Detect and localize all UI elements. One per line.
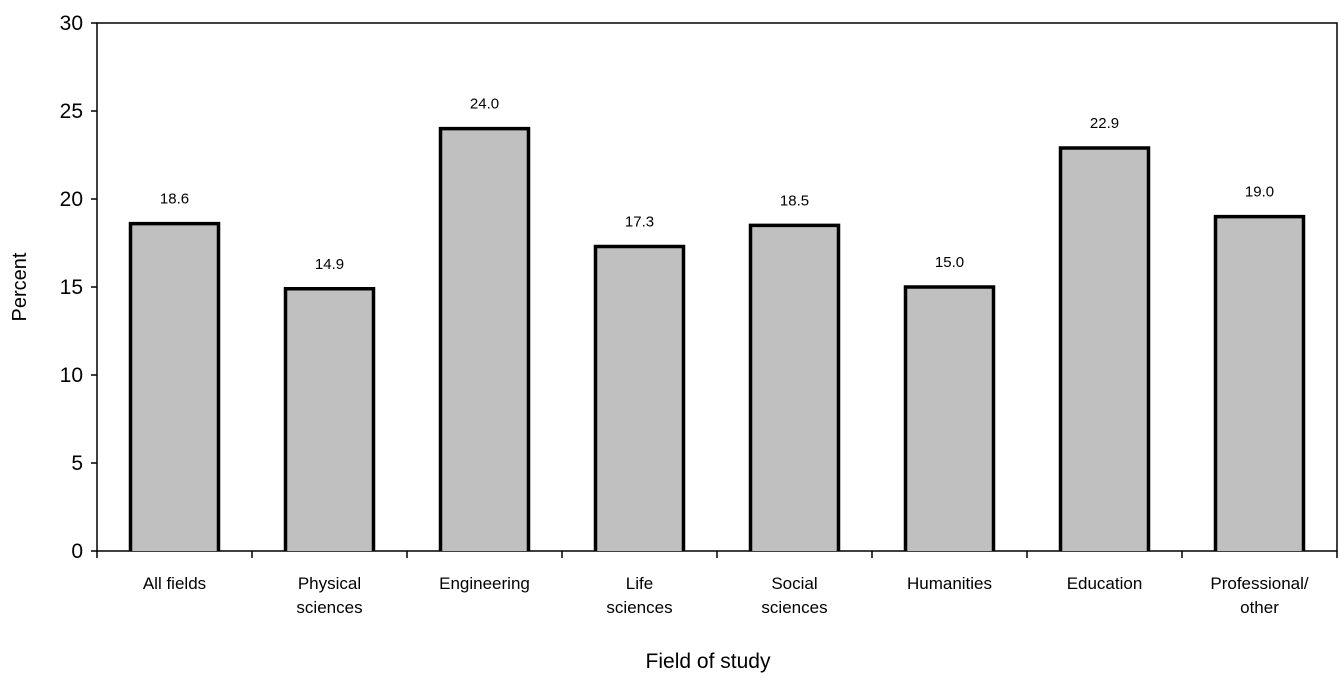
x-tick-label: All fields (143, 574, 206, 593)
bar-outline (1058, 146, 1151, 551)
y-tick-label: 10 (60, 364, 83, 387)
bar (1060, 147, 1149, 551)
y-tick-label: 5 (71, 452, 83, 475)
data-label: 14.9 (315, 256, 344, 273)
bar (1215, 216, 1304, 551)
bar-outline (903, 285, 996, 551)
bar-outline (128, 221, 221, 551)
data-label: 17.3 (625, 214, 654, 231)
bar (750, 225, 839, 551)
x-tick-label: Humanities (907, 574, 992, 593)
x-tick-label-line: Humanities (907, 574, 992, 593)
y-tick-label: 25 (60, 100, 83, 123)
bar (285, 288, 374, 551)
data-label: 15.0 (935, 254, 964, 271)
x-tick-label-line: sciences (296, 598, 362, 617)
bar-outline (748, 223, 841, 551)
bar (905, 287, 994, 551)
x-tick-label: Engineering (439, 574, 530, 593)
x-tick-label-line: sciences (761, 598, 827, 617)
y-tick-label: 30 (60, 12, 83, 35)
x-tick-label-line: Physical (298, 574, 361, 593)
y-tick-label: 0 (71, 540, 83, 563)
x-tick-label-line: sciences (606, 598, 672, 617)
y-axis: 0 5 10 15 20 25 30 (60, 12, 97, 563)
x-tick-label: Life sciences (606, 574, 672, 617)
data-label: 19.0 (1245, 184, 1274, 201)
x-tick-label-line: All fields (143, 574, 206, 593)
bars (128, 126, 1306, 551)
x-tick-label-line: Engineering (439, 574, 530, 593)
data-label: 22.9 (1090, 115, 1119, 132)
bar (595, 246, 684, 551)
x-tick-label-line: other (1240, 598, 1279, 617)
x-tick-label-line: Professional/ (1210, 574, 1309, 593)
x-tick-label: Education (1067, 574, 1143, 593)
data-label: 18.6 (160, 191, 189, 208)
bar-outline (283, 287, 376, 551)
data-label: 24.0 (470, 96, 499, 113)
x-tick-label: Professional/other (1210, 574, 1309, 617)
bar-outline (593, 244, 686, 551)
y-tick-label: 15 (60, 276, 83, 299)
x-tick-label-line: Life (626, 574, 653, 593)
plot-frame (96, 22, 1338, 552)
x-tick-label-line: Social (771, 574, 817, 593)
x-axis: All fields Physical sciences Engineering Lif… (96, 551, 1338, 617)
data-label: 18.5 (780, 192, 809, 209)
bar (440, 128, 529, 551)
plot-border (96, 22, 1338, 552)
bar (130, 223, 219, 551)
data-labels: 18.6 14.9 24.0 17.3 18.5 15.0 22.9 19.0 (160, 96, 1274, 273)
y-axis-title: Percent (9, 252, 31, 321)
bar-outline (438, 126, 531, 551)
x-tick-label: Physical sciences (296, 574, 362, 617)
y-tick-label: 20 (60, 188, 83, 211)
bar-outline (1213, 214, 1306, 551)
x-tick-label: Social sciences (761, 574, 827, 617)
x-axis-title: Field of study (646, 650, 771, 673)
x-tick-label-line: Education (1067, 574, 1143, 593)
